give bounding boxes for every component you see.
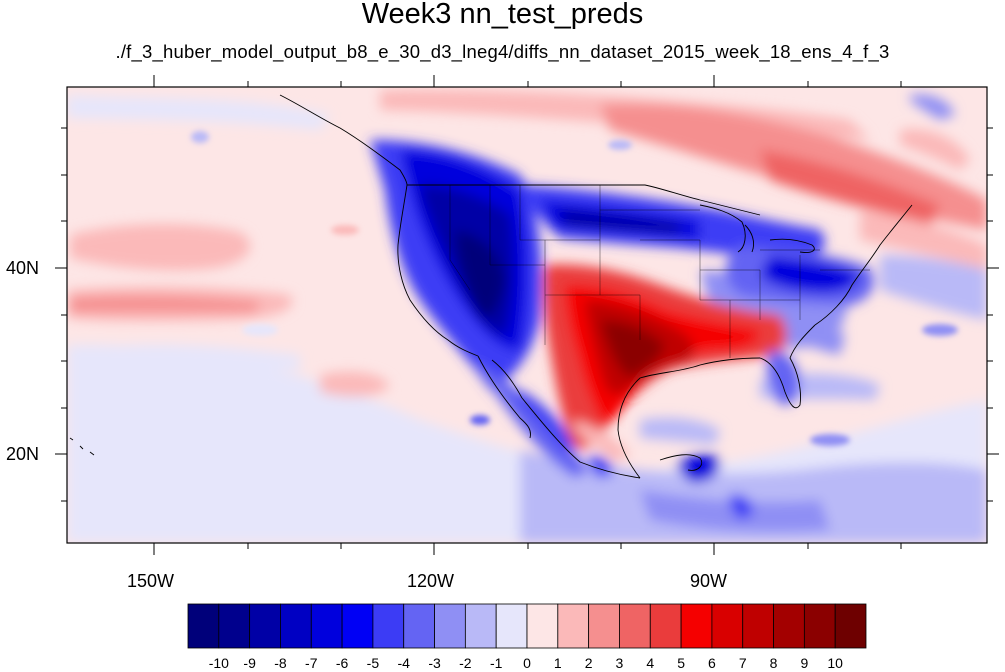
lat-label-40n: 40N xyxy=(6,258,40,278)
colorbar-swatch xyxy=(495,603,528,649)
colorbar-swatch xyxy=(403,603,435,649)
colorbar-tick-label: 8 xyxy=(770,655,778,671)
lon-label-90w: 90W xyxy=(690,571,728,591)
lat-ticks xyxy=(55,127,999,502)
colorbar-swatch xyxy=(619,603,651,649)
colorbar-tick-label: -2 xyxy=(459,655,472,671)
colorbar-swatch xyxy=(773,603,805,649)
colorbar-swatch xyxy=(834,603,867,649)
colorbar-swatch xyxy=(310,603,343,649)
colorbar-swatch xyxy=(742,603,774,649)
colorbar-tick-label: 1 xyxy=(554,655,562,671)
colorbar-swatch xyxy=(649,603,682,649)
colorbar-swatch xyxy=(372,603,405,649)
colorbar-tick-label: 7 xyxy=(739,655,747,671)
colorbar-swatch xyxy=(341,603,374,649)
state-borders xyxy=(449,185,870,358)
colorbar-swatch xyxy=(434,603,466,649)
colorbar-swatch xyxy=(464,603,497,649)
colorbar-swatch xyxy=(526,603,559,649)
colorbar-tick-label: -9 xyxy=(243,655,256,671)
colorbar-tick-label: -7 xyxy=(305,655,318,671)
colorbar-swatch xyxy=(711,603,744,649)
colorbar-swatch xyxy=(249,603,281,649)
colorbar-tick-label: -10 xyxy=(209,655,229,671)
colorbar-tick-label: 9 xyxy=(800,655,808,671)
colorbar-tick-label: 6 xyxy=(708,655,716,671)
colorbar-tick-label: -3 xyxy=(428,655,441,671)
colorbar-swatch xyxy=(803,603,836,649)
lon-ticks xyxy=(153,75,902,555)
colorbar-tick-label: 0 xyxy=(523,655,531,671)
colorbar-swatch xyxy=(218,603,251,649)
colorbar-swatch xyxy=(588,603,620,649)
colorbar-swatch xyxy=(557,603,590,649)
colorbar-tick-label: 10 xyxy=(827,655,843,671)
colorbar-tick-label: -8 xyxy=(274,655,287,671)
colorbar-tick-label: -4 xyxy=(398,655,411,671)
colorbar-tick-label: 4 xyxy=(646,655,654,671)
colorbar-tick-label: -1 xyxy=(490,655,503,671)
colorbar-swatch xyxy=(187,603,220,649)
colorbar-swatch xyxy=(280,603,312,649)
map-subtitle: ./f_3_huber_model_output_b8_e_30_d3_lneg… xyxy=(115,41,890,62)
coastlines xyxy=(69,94,913,479)
colorbar: -10 -9 -8 -7 -6 -5 -4 -3 -2 -1 0 1 2 3 4 5 6 7 8 9 10 xyxy=(187,603,867,671)
anomaly-field xyxy=(67,87,987,543)
colorbar-tick-label: -6 xyxy=(336,655,349,671)
colorbar-tick-label: -5 xyxy=(367,655,380,671)
colorbar-tick-label: 5 xyxy=(677,655,685,671)
lon-label-150w: 150W xyxy=(127,571,175,591)
lat-label-20n: 20N xyxy=(6,444,40,464)
map-title: Week3 nn_test_preds xyxy=(361,0,644,30)
colorbar-tick-label: 3 xyxy=(616,655,624,671)
lon-label-120w: 120W xyxy=(407,571,455,591)
colorbar-swatch xyxy=(680,603,713,649)
colorbar-tick-label: 2 xyxy=(585,655,593,671)
